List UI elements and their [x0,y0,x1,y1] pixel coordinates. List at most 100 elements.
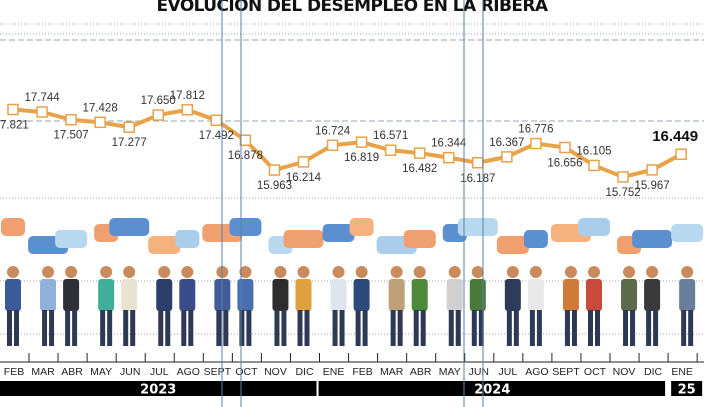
speech-bubble-icon [496,236,529,254]
worker-figure [121,266,138,346]
worker-head [332,266,345,278]
worker-head [7,266,19,278]
worker-body [446,279,463,311]
worker-figure [527,266,544,346]
worker-leg [72,310,78,346]
worker-body [527,279,544,311]
x-tick-label: FEB [4,366,24,378]
data-label: 17.428 [83,102,118,114]
data-point [210,114,223,126]
worker-body [562,279,579,311]
x-tick-label: DIC [644,366,663,378]
x-tick-label: ABR [61,366,83,378]
worker-body [388,279,405,311]
worker-head [564,266,577,278]
data-label: 16.449 [652,128,698,145]
worker-head [239,266,252,278]
worker-leg [536,310,542,346]
x-tick-label: NOV [613,366,636,378]
data-label: 17.744 [24,92,60,104]
worker-head [681,266,694,278]
worker-leg [181,310,187,346]
worker-figure [504,266,521,346]
worker-leg [362,310,368,346]
data-point [588,159,600,172]
worker-body [411,279,428,311]
x-tick-label: OCT [584,366,607,378]
worker-body [179,279,196,311]
data-point [617,171,629,183]
data-point [472,157,484,169]
worker-body [644,279,661,311]
worker-leg [506,310,512,346]
x-tick-label: NOV [264,366,287,378]
worker-body [469,279,486,311]
data-point [675,148,687,160]
data-point [530,137,542,150]
year-band [0,381,317,396]
data-label: 16.819 [344,152,379,164]
worker-figure [156,266,173,346]
data-point [355,136,368,148]
speech-bubble-icon [322,224,355,242]
data-label: 16.367 [489,137,524,149]
worker-head [123,266,136,278]
worker-leg [455,310,461,346]
worker-body [121,279,138,311]
worker-figure [621,266,638,346]
data-label: 17.650 [141,95,176,107]
worker-leg [564,310,570,346]
speech-bubble-icon [175,230,200,248]
x-tick-label: OCT [235,366,258,378]
worker-figure [63,266,80,346]
worker-head [471,266,484,278]
worker-leg [646,310,652,346]
worker-body [504,279,521,311]
worker-leg [623,310,629,346]
worker-body [63,279,80,311]
data-point [36,106,48,118]
x-tick-label: MAR [380,366,404,378]
speech-bubble-icon [403,230,436,248]
worker-figure [5,266,21,346]
data-point [123,121,135,133]
worker-body [237,279,254,311]
worker-figure [446,266,463,346]
speech-bubble-icon [229,218,262,236]
worker-leg [529,310,535,346]
data-point [268,164,281,176]
x-tick-label: ABR [410,366,432,378]
x-tick-label: ENE [671,366,693,378]
worker-body [5,279,21,311]
worker-body [586,279,602,311]
worker-leg [681,310,687,346]
worker-head [413,266,426,278]
worker-leg [448,310,454,346]
worker-figure [353,266,370,346]
worker-figure [411,266,428,346]
worker-leg [123,310,129,346]
worker-leg [630,310,636,346]
worker-body [295,279,312,311]
worker-leg [688,310,694,346]
worker-figure [586,266,602,346]
data-point [326,139,339,152]
worker-figure [469,266,486,346]
data-point [181,104,194,116]
data-point [443,151,455,164]
x-tick-label: FEB [352,366,372,378]
worker-leg [65,310,71,346]
worker-leg [158,310,164,346]
data-label: 16.776 [518,124,553,136]
x-tick-label: AGO [525,366,548,378]
worker-leg [595,310,600,346]
worker-leg [281,310,287,346]
data-point [239,134,252,146]
worker-head [158,266,171,278]
speech-bubble-icon [578,218,610,236]
data-label: 17.492 [199,130,234,142]
speech-bubble-icon [1,218,25,236]
worker-head [181,266,194,278]
worker-leg [223,310,229,346]
worker-figure [644,266,661,346]
